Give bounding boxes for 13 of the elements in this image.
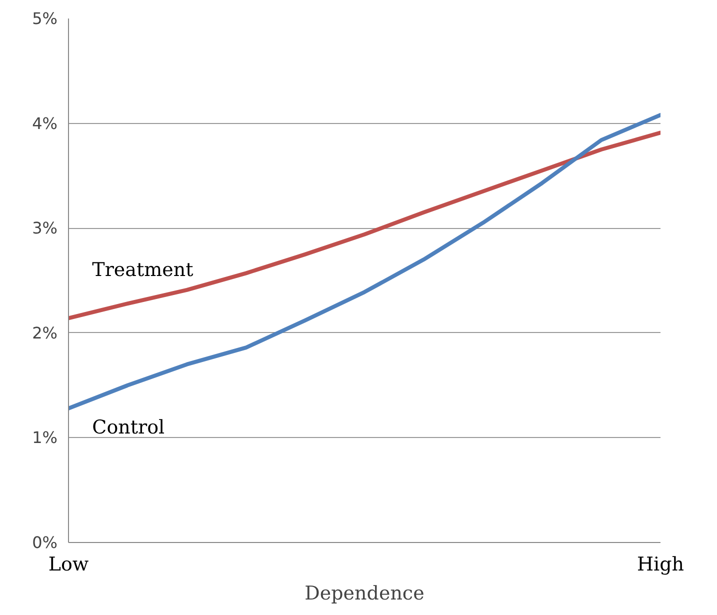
x-tick-label: Low bbox=[48, 554, 90, 576]
line-series bbox=[68, 112, 660, 410]
x-tick-label: High bbox=[636, 554, 684, 576]
x-axis-title: Dependence bbox=[304, 582, 424, 604]
y-tick-label: 1% bbox=[32, 428, 58, 448]
y-tick-label: 0% bbox=[32, 533, 58, 552]
line-series bbox=[68, 130, 660, 320]
y-tick-label: 5% bbox=[32, 9, 58, 28]
y-tick-label: 4% bbox=[32, 114, 58, 133]
series-label: Control bbox=[92, 416, 165, 438]
y-tick-label: 2% bbox=[32, 323, 58, 342]
series-label: Treatment bbox=[92, 259, 194, 282]
y-tick-label: 3% bbox=[32, 218, 58, 238]
